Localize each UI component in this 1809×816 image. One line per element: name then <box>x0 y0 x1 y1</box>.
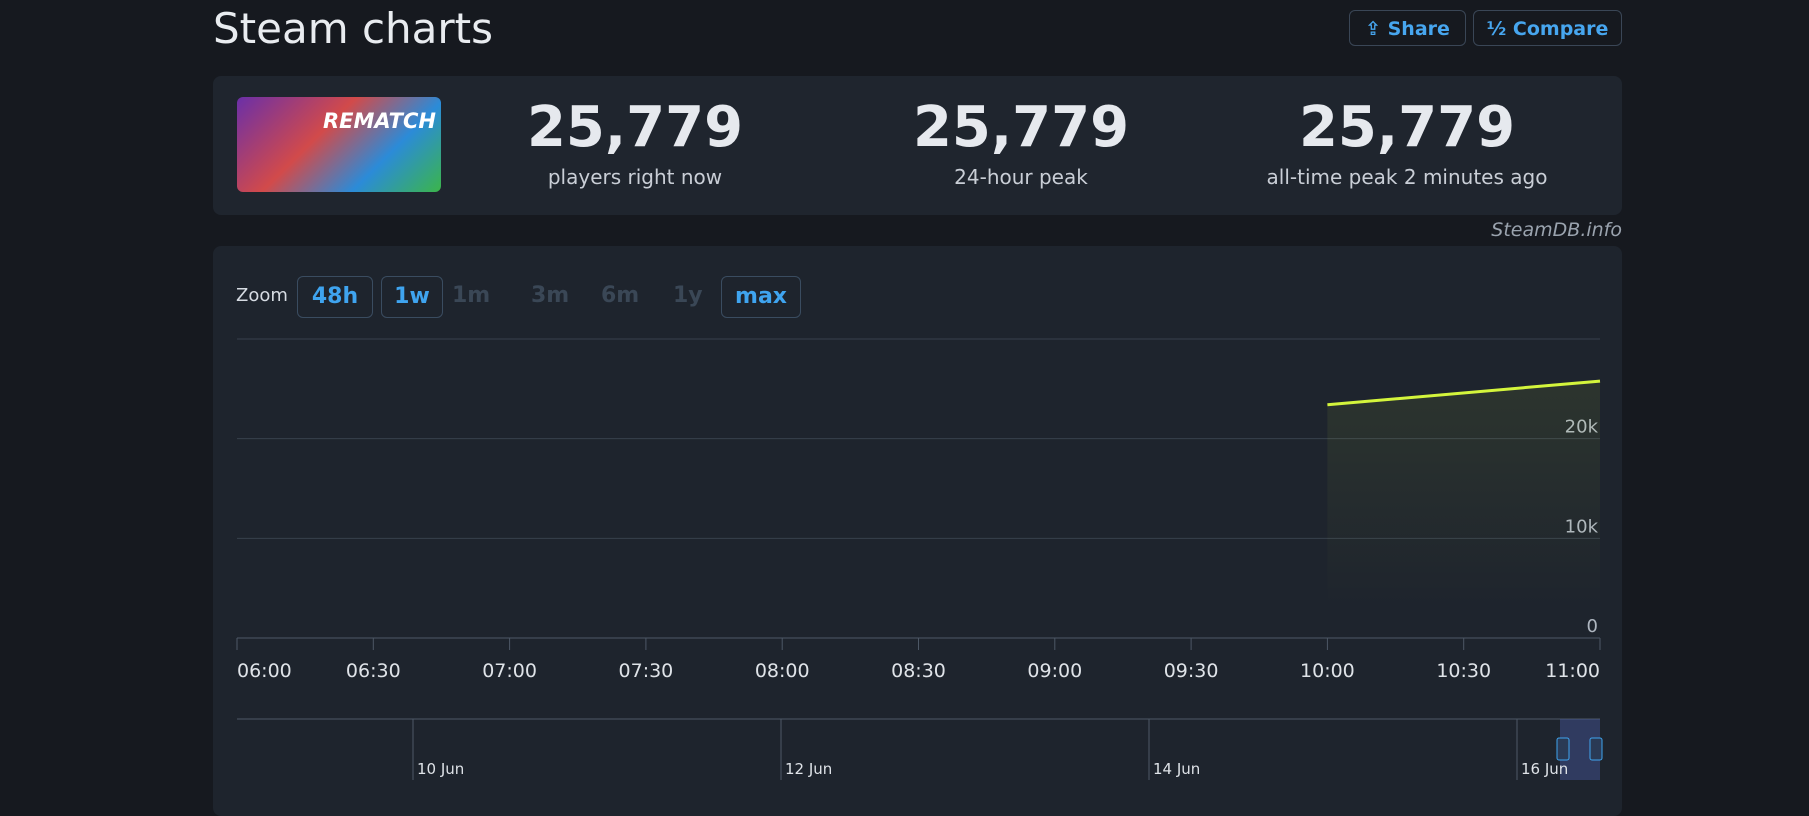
zoom-button: 1m <box>452 283 491 308</box>
x-tick-label: 11:00 <box>1545 660 1600 682</box>
stats-panel <box>213 76 1622 215</box>
compare-label: Compare <box>1512 18 1609 40</box>
share-button[interactable]: ⇪ Share <box>1349 10 1466 46</box>
x-tick-label: 09:30 <box>1164 660 1219 682</box>
share-label: Share <box>1387 18 1450 40</box>
zoom-button: 6m <box>601 283 640 308</box>
navigator-handle <box>1589 737 1603 761</box>
navigator-label: 10 Jun <box>417 760 464 778</box>
zoom-button[interactable]: 48h <box>297 276 373 318</box>
x-tick-label: 07:00 <box>482 660 537 682</box>
zoom-button: 1y <box>673 283 703 308</box>
x-tick-label: 10:00 <box>1300 660 1355 682</box>
zoom-button: 3m <box>531 283 570 308</box>
line <box>1327 379 1601 407</box>
x-tick-label: 10:30 <box>1436 660 1491 682</box>
area <box>1327 381 1600 608</box>
stat-label: players right now <box>547 165 723 189</box>
zoom-label: Zoom <box>236 285 288 306</box>
game-image[interactable]: REMATCH <box>237 97 441 192</box>
x-tick-label: 08:30 <box>891 660 946 682</box>
x-tick-label: 06:00 <box>237 660 292 682</box>
x-tick-label: 09:00 <box>1027 660 1082 682</box>
x-tick-label: 07:30 <box>619 660 674 682</box>
compare-button[interactable]: ½ Compare <box>1473 10 1622 46</box>
navigator-handle <box>1556 737 1570 761</box>
page-title: Steam charts <box>213 4 494 53</box>
zoom-button[interactable]: max <box>721 276 801 318</box>
credit: SteamDB.info <box>1491 219 1622 241</box>
navigator-label: 12 Jun <box>785 760 832 778</box>
navigator-label: 14 Jun <box>1153 760 1200 778</box>
stat-value: 25,779 <box>526 95 744 160</box>
game-logo: REMATCH <box>323 109 436 133</box>
navigator-label: 16 Jun <box>1521 760 1568 778</box>
stat-label: all-time peak 2 minutes ago <box>1266 165 1548 189</box>
stat-value: 25,779 <box>1298 95 1516 160</box>
stat-value: 25,779 <box>912 95 1130 160</box>
y-tick-label: 0 <box>1587 616 1598 637</box>
stat-label: 24-hour peak <box>954 165 1088 189</box>
zoom-button[interactable]: 1w <box>381 276 443 318</box>
x-tick-label: 08:00 <box>755 660 810 682</box>
x-tick-label: 06:30 <box>346 660 401 682</box>
